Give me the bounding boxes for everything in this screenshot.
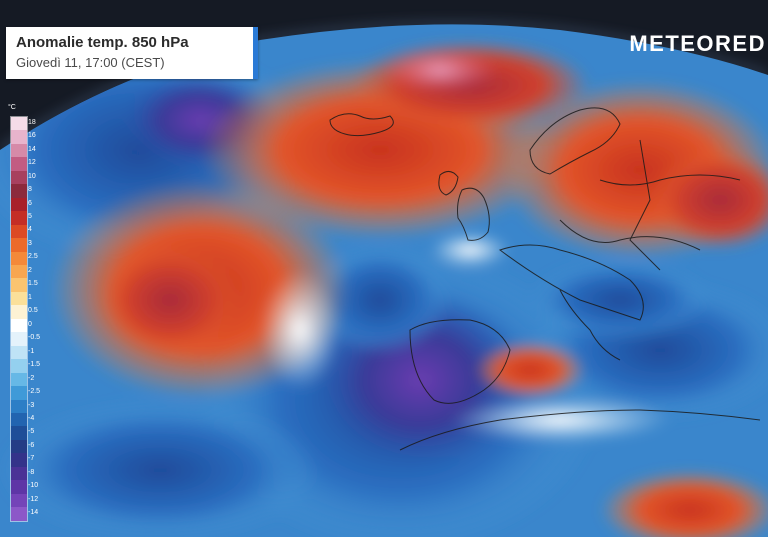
legend-swatch [11, 278, 27, 292]
color-legend: °C 18 16 14 12 10 8 6 5 4 3 2.5 2 1.5 1 0.5 0 -0.5 -1 -1.5… [8, 104, 42, 522]
legend-label: -1 [28, 347, 35, 355]
legend-label: -12 [28, 495, 39, 503]
legend-swatch [11, 386, 27, 400]
legend-label: -6 [28, 441, 35, 449]
legend-label: 14 [28, 145, 36, 153]
brand-logo: METEORED [629, 31, 766, 56]
legend-label: -3 [28, 401, 35, 409]
legend-label: -5 [28, 428, 35, 436]
legend-unit: °C [8, 104, 16, 111]
legend-label: 5 [28, 213, 32, 220]
legend-swatch [11, 143, 27, 158]
legend-swatch [11, 453, 27, 467]
legend-label: -8 [28, 468, 35, 476]
legend-label: 8 [28, 186, 32, 194]
legend-swatch [11, 466, 27, 481]
legend-swatch [11, 184, 27, 198]
legend-swatch [11, 130, 27, 144]
map-title-panel: Anomalie temp. 850 hPa Giovedì 11, 17:00… [6, 27, 258, 79]
legend-color-bar [10, 116, 28, 522]
legend-label: -2.5 [28, 388, 41, 396]
legend-swatch [11, 359, 27, 373]
legend-label: 0 [28, 320, 32, 328]
legend-swatch [11, 318, 27, 333]
legend-swatch [11, 480, 27, 494]
legend-swatch [11, 412, 27, 427]
legend-label: -14 [28, 509, 39, 517]
legend-label: 2 [28, 266, 32, 274]
legend-swatch [11, 211, 27, 225]
legend-label: 16 [28, 132, 36, 140]
legend-label: 1.5 [28, 280, 38, 288]
legend-swatch [11, 507, 27, 521]
legend-label: 0.5 [28, 307, 38, 315]
legend-label: 6 [28, 199, 32, 207]
coastlines [329, 107, 761, 451]
legend-swatch [11, 170, 27, 185]
map-timestamp: Giovedì 11, 17:00 (CEST) [16, 55, 165, 70]
legend-label: -1.5 [28, 361, 41, 369]
legend-swatch [11, 345, 27, 360]
legend-swatch [11, 305, 27, 319]
legend-swatch [11, 493, 27, 508]
legend-swatch [11, 251, 27, 265]
legend-label: 4 [28, 226, 32, 234]
legend-label: -10 [28, 482, 39, 490]
legend-label: -0.5 [28, 334, 41, 342]
legend-swatch [11, 372, 27, 387]
legend-swatch [11, 238, 27, 252]
legend-swatch [11, 332, 27, 346]
legend-swatch [11, 197, 27, 212]
legend-label: 3 [28, 239, 32, 247]
legend-label: 1 [28, 293, 32, 301]
legend-label: -7 [28, 455, 35, 463]
legend-label: -2 [28, 374, 35, 382]
legend-label: 12 [28, 159, 36, 167]
legend-swatch [11, 439, 27, 454]
legend-label: 2.5 [28, 253, 38, 261]
legend-label: 18 [28, 118, 36, 126]
legend-label: 10 [28, 172, 36, 180]
legend-swatch [11, 264, 27, 279]
legend-swatch [11, 426, 27, 440]
legend-label: -4 [28, 415, 35, 422]
legend-swatch [11, 291, 27, 306]
legend-swatch [11, 399, 27, 413]
legend-swatch [11, 117, 27, 131]
legend-swatch [11, 224, 27, 239]
legend-swatch [11, 157, 27, 171]
map-title: Anomalie temp. 850 hPa [16, 34, 189, 51]
